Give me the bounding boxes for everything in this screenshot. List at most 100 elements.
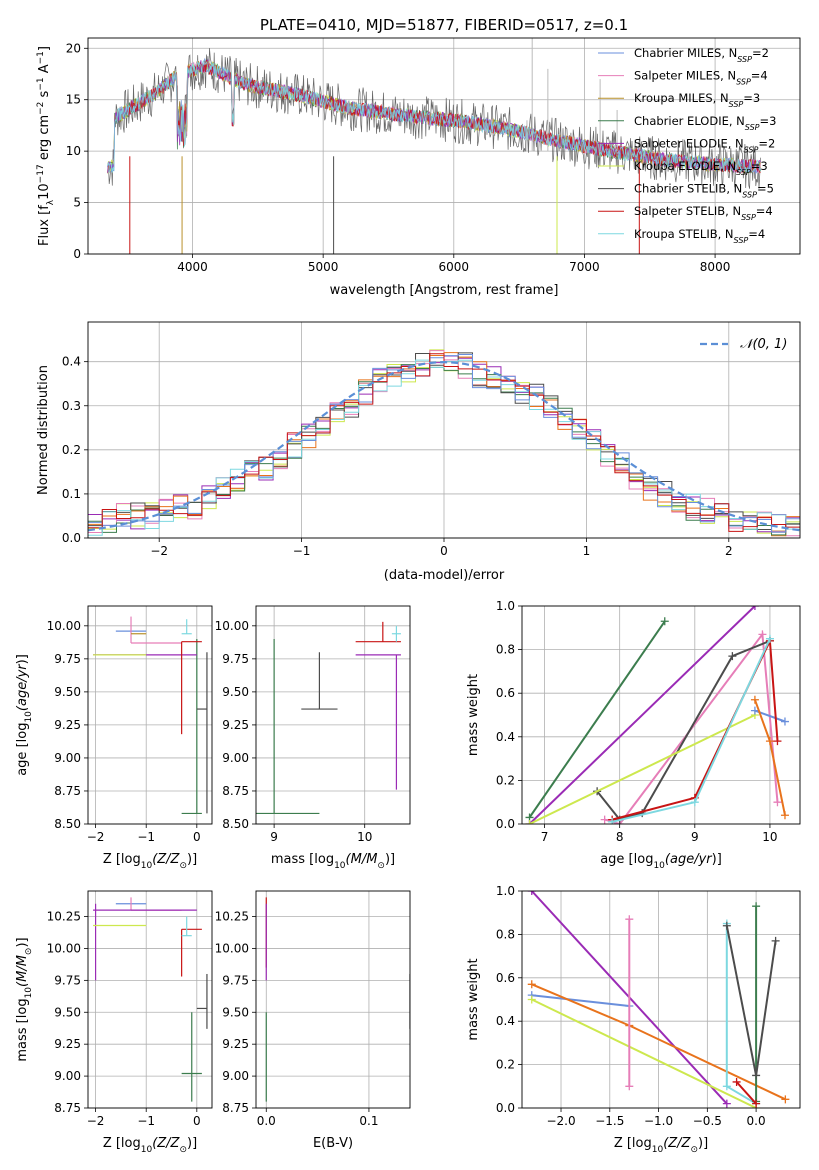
x-axis-label: mass [log10(M/M⊙)] <box>271 852 395 871</box>
y-tick-label: 0.0 <box>62 531 81 545</box>
series-marker <box>608 817 617 824</box>
series-marker <box>722 921 731 930</box>
series-marker <box>690 798 699 807</box>
legend-entry-value: =2 <box>752 46 769 60</box>
series-marker <box>600 815 609 824</box>
legend-entry: Kroupa STELIB, NSSP=4 <box>634 227 765 245</box>
y-tick-label: 9.25 <box>54 718 81 732</box>
axes-frame <box>87 321 801 539</box>
x-tick-label: −2 <box>87 830 105 844</box>
label-sub: 10 <box>141 861 153 871</box>
legend-subscript: SSP <box>737 55 752 64</box>
series-line <box>528 620 666 819</box>
label-part: Z [log <box>103 1136 141 1151</box>
label-part: Z [log <box>614 1136 652 1151</box>
y-axis-label: mass [log10(M/M⊙)] <box>15 937 34 1061</box>
y-tick-label: 9.00 <box>54 751 81 765</box>
scatter-points <box>265 897 410 1102</box>
histogram-panel: −2 −1 0 1 2 0.0 0.1 0.2 0.3 0.4 𝒩(0, 1) (data-model… <box>36 321 801 583</box>
label-part: age [log <box>15 723 30 776</box>
axes-frame <box>255 605 411 825</box>
y-tick-label: 9.75 <box>222 973 249 987</box>
label-sub: 10 <box>334 861 346 871</box>
x-tick-label: −2 <box>87 1114 105 1128</box>
scatter-points <box>93 616 208 815</box>
superscript: −2 <box>36 102 46 115</box>
legend-entry-value: =3 <box>751 159 768 173</box>
label-sub: ⊙ <box>377 861 385 871</box>
label-part: (M/M <box>15 955 30 987</box>
series-marker <box>527 995 536 1004</box>
legend-subscript: SSP <box>729 100 744 109</box>
y-tick-label: 10.00 <box>47 941 81 955</box>
y-tick-label: 9.75 <box>222 652 249 666</box>
y-tick-label: 8.75 <box>222 1101 249 1115</box>
series-marker <box>780 717 789 726</box>
legend-entry: Salpeter ELODIE, NSSP=2 <box>634 136 775 154</box>
y-tick-label: 9.75 <box>54 652 81 666</box>
series-marker <box>758 630 767 639</box>
series-marker <box>625 1082 634 1091</box>
x-tick-label: 0 <box>193 830 201 844</box>
y-tick-label: 9.50 <box>54 685 81 699</box>
label-sub: 10 <box>652 1145 664 1155</box>
series-marker <box>750 706 759 715</box>
legend-entry: Chabrier STELIB, NSSP=5 <box>634 182 774 200</box>
label-sub: 10 <box>24 711 34 723</box>
series-marker <box>527 980 536 989</box>
series-marker <box>765 737 774 746</box>
y-tick-label: 9.00 <box>222 751 249 765</box>
series-marker <box>752 1071 761 1080</box>
x-tick-label: 7000 <box>569 260 600 274</box>
x-tick-label: 0.0 <box>257 1114 276 1128</box>
spectrum-line <box>107 60 761 174</box>
y-tick-label: 8.50 <box>222 817 249 831</box>
x-tick-label: 9 <box>270 830 278 844</box>
y-tick-label: 10.25 <box>215 910 249 924</box>
label-part: )] <box>385 852 395 867</box>
x-tick-label: −1.0 <box>644 1114 673 1128</box>
x-tick-label: −1 <box>137 1114 155 1128</box>
y-tick-label: 0.2 <box>496 773 515 787</box>
y-tick-label: 0.2 <box>496 1058 515 1072</box>
axes-frame <box>87 37 801 255</box>
legend-entry: Salpeter STELIB, NSSP=4 <box>634 204 773 222</box>
series-marker <box>527 891 536 895</box>
y-tick-label: 9.25 <box>222 718 249 732</box>
legend-entry-value: =2 <box>758 136 775 150</box>
x-axis-label: Z [log10(Z/Z⊙)] <box>614 1136 708 1155</box>
series-marker <box>781 1095 790 1104</box>
series-marker <box>750 606 759 610</box>
label-sub: ⊙ <box>24 948 34 956</box>
y-tick-label: 9.00 <box>222 1069 249 1083</box>
y-tick-label: 0.6 <box>496 971 515 985</box>
series-lines <box>527 891 790 1108</box>
normal-curve <box>88 360 800 532</box>
y-axis-label-rest: s <box>37 90 52 101</box>
label-sub: 10 <box>141 1145 153 1155</box>
label-part: (age/yr <box>665 852 713 867</box>
label-part: )] <box>712 852 722 867</box>
y-tick-label: 8.75 <box>54 1101 81 1115</box>
x-axis-label: Z [log10(Z/Z⊙)] <box>103 1136 197 1155</box>
legend-subscript: SSP <box>734 235 749 244</box>
series-marker <box>525 820 534 824</box>
y-axis-label: Flux [fλ10−17 erg cm−2 s−1 A−1] <box>36 46 56 246</box>
y-tick-label: 9.75 <box>54 973 81 987</box>
y-tick-label: 0.4 <box>62 355 81 369</box>
label-part: (Z/Z <box>663 1136 691 1151</box>
y-axis-label: mass weight <box>466 674 481 756</box>
y-tick-label: 1.0 <box>496 884 515 898</box>
y-tick-label: 0.1 <box>62 487 81 501</box>
x-axis-label: wavelength [Angstrom, rest frame] <box>330 283 559 298</box>
superscript: −1 <box>36 77 46 90</box>
y-axis-label: age [log10(age/yr)] <box>15 654 34 776</box>
y-axis-label-rest: 10 <box>37 183 52 200</box>
x-tick-label: 1 <box>583 544 591 558</box>
legend-entry: Kroupa MILES, NSSP=3 <box>634 91 760 109</box>
y-tick-label: 0.6 <box>496 686 515 700</box>
y-tick-label: 0.2 <box>62 443 81 457</box>
x-tick-label: 0.0 <box>747 1114 766 1128</box>
label-sub: ⊙ <box>179 861 187 871</box>
y-tick-label: 10 <box>66 144 81 158</box>
